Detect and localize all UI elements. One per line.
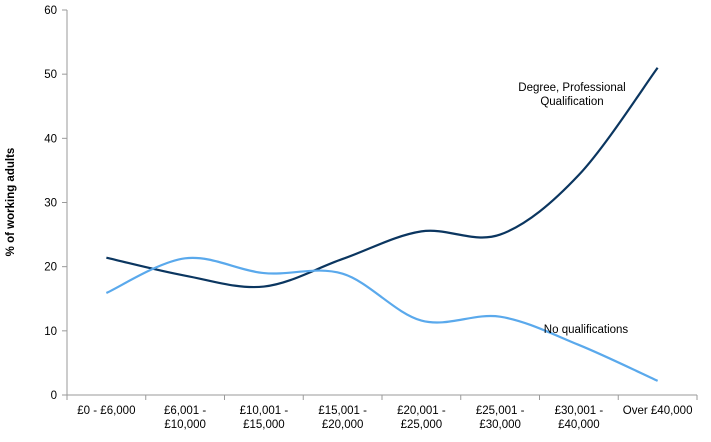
y-tick-label: 0 [51, 390, 57, 402]
series-labels: Degree, Professional Qualification No qual… [518, 82, 628, 336]
series-label-0: Degree, Professional Qualification [518, 82, 625, 108]
y-tick-label: 10 [44, 326, 57, 338]
x-tick-label: £30,001 -£40,000 [555, 405, 604, 431]
x-tick-label: £0 - £6,000 [77, 405, 135, 417]
series-lines [105, 67, 659, 382]
series-line-0 [106, 67, 659, 289]
x-tick-label: £6,001 -£10,000 [164, 405, 206, 431]
y-tick-label: 20 [44, 262, 57, 274]
series-label-1: No qualifications [544, 324, 629, 336]
series-line-1 [105, 256, 659, 382]
x-tick-label: £25,001 -£30,000 [476, 405, 525, 431]
x-tick-label: £10,001 -£15,000 [240, 405, 289, 431]
x-tick-label: Over £40,000 [623, 405, 693, 417]
y-axis: 0 10 20 30 40 50 60 [44, 5, 68, 402]
y-tick-label: 30 [44, 198, 57, 210]
y-tick-label: 40 [44, 133, 57, 145]
x-axis: £0 - £6,000 £6,001 -£10,000 £10,001 -£15,0… [66, 394, 698, 431]
x-tick-label: £20,001 -£25,000 [397, 405, 446, 431]
y-axis-title: % of working adults [5, 148, 17, 257]
x-tick-label: £15,001 -£20,000 [318, 405, 367, 431]
y-tick-label: 60 [44, 5, 57, 17]
y-tick-label: 50 [44, 69, 57, 81]
